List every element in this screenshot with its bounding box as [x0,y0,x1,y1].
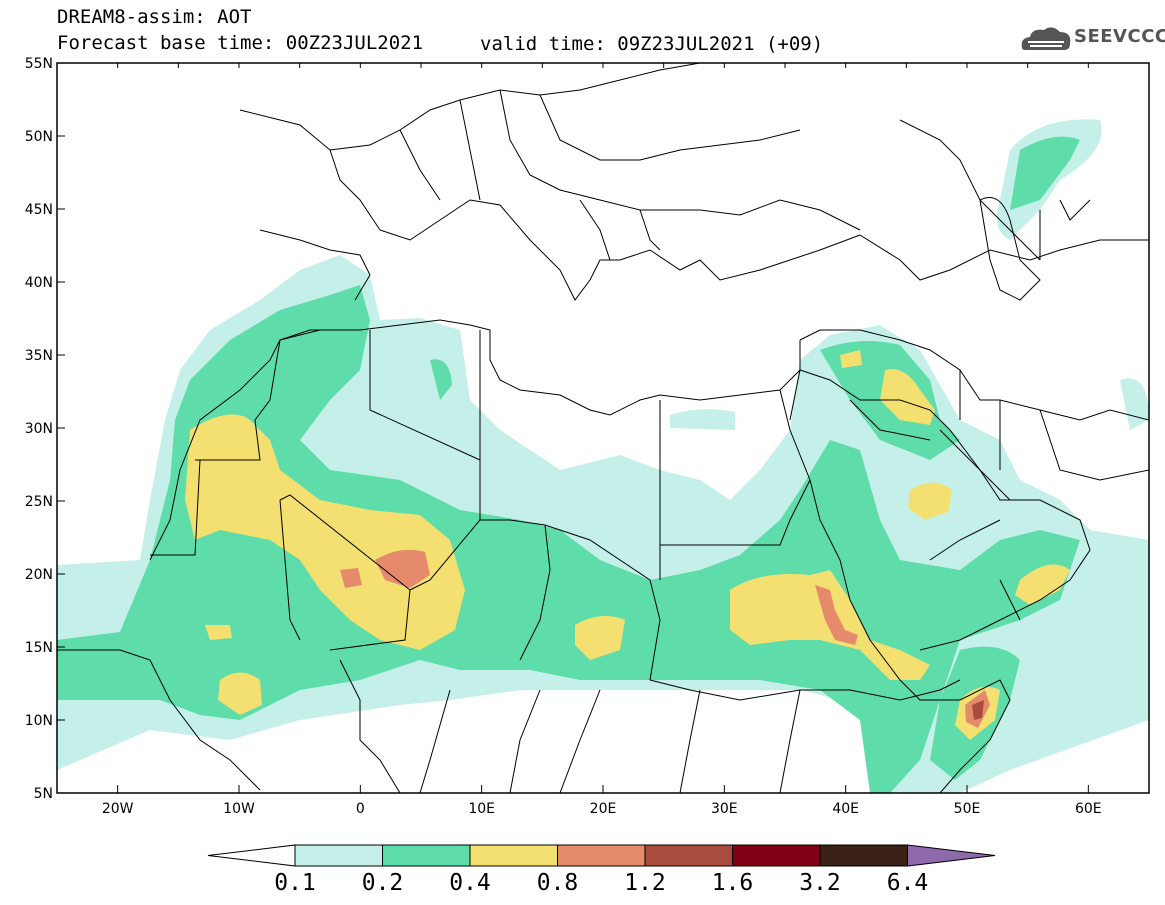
lat-tick-label: 5N [34,786,53,802]
lat-tick-label: 35N [25,348,53,364]
lat-tick-label: 10N [25,713,53,729]
lat-tick-label: 55N [25,56,53,72]
colorbar-label: 0.1 [274,870,316,896]
lat-tick-label: 45N [25,202,53,218]
lon-tick-label: 0 [356,801,365,817]
lon-tick-label: 50E [954,801,981,817]
aot-contours [57,119,1149,793]
lon-tick-label: 30E [711,801,738,817]
lat-tick-label: 40N [25,275,53,291]
colorbar-label: 1.6 [711,870,754,896]
aot-level-1-2 [972,700,984,720]
lon-tick-label: 60E [1075,801,1102,817]
forecast-base-time: Forecast base time: 00Z23JUL2021 [57,32,424,54]
lat-tick-label: 25N [25,494,53,510]
valid-time: valid time: 09Z23JUL2021 (+09) [480,33,824,55]
lat-tick-label: 30N [25,421,53,437]
colorbar-label: 0.8 [536,870,579,896]
colorbar-label: 0.2 [361,870,404,896]
colorbar-label: 0.4 [449,870,491,896]
axis-ticks: 20W 10W 0 10E 20E 30E 40E 50E 60E 55N 50N 45N 40N 35N… [25,56,1150,817]
lon-tick-label: 10W [223,801,255,817]
colorbar-label: 6.4 [886,870,929,896]
lat-tick-label: 20N [25,567,53,583]
colorbar-label: 1.2 [624,870,666,896]
borders [57,63,1149,793]
cloud-logo-icon [1021,27,1071,50]
lon-tick-label: 20E [590,801,617,817]
lon-tick-label: 40E [832,801,859,817]
lon-tick-label: 10E [468,801,495,817]
lon-tick-label: 20W [102,801,134,817]
map-title: DREAM8-assim: AOT [57,6,252,28]
colorbar-label: 3.2 [799,870,841,896]
logo-text: SEEVCCC [1074,26,1165,47]
lat-tick-label: 50N [25,129,53,145]
lat-tick-label: 15N [25,640,53,656]
